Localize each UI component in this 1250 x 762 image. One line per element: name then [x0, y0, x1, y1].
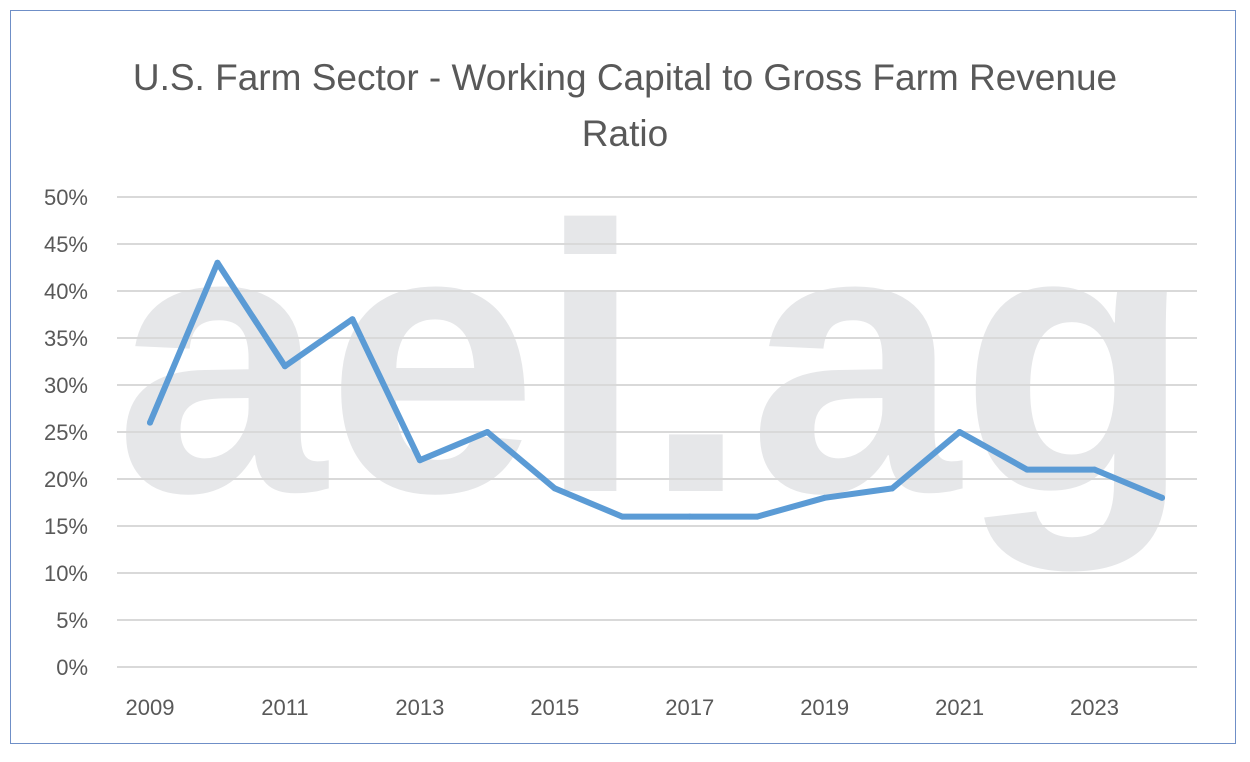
- data-point: [484, 429, 491, 435]
- y-tick-label: 10%: [44, 561, 88, 586]
- data-point: [754, 513, 761, 520]
- y-tick-label: 20%: [44, 467, 88, 492]
- x-tick-label: 2023: [1070, 695, 1119, 720]
- y-tick-label: 40%: [44, 279, 88, 304]
- data-point: [214, 259, 221, 266]
- data-point: [686, 513, 693, 520]
- data-point: [821, 494, 828, 501]
- y-tick-label: 30%: [44, 373, 88, 398]
- data-point: [619, 513, 626, 520]
- data-point: [1091, 466, 1098, 473]
- x-tick-label: 2021: [935, 695, 984, 720]
- chart-title: U.S. Farm Sector - Working Capital to Gr…: [132, 57, 1118, 154]
- data-point: [349, 316, 356, 323]
- chart-frame: [10, 10, 1236, 744]
- series-line: [147, 259, 1165, 520]
- data-point: [1159, 494, 1165, 501]
- x-tick-label: 2013: [395, 695, 444, 720]
- data-point: [1024, 466, 1031, 473]
- x-tick-label: 2019: [800, 695, 849, 720]
- y-tick-label: 45%: [44, 232, 88, 257]
- y-tick-label: 5%: [56, 608, 88, 633]
- y-tick-label: 15%: [44, 514, 88, 539]
- y-tick-label: 0%: [56, 655, 88, 680]
- x-tick-label: 2015: [530, 695, 579, 720]
- data-point: [956, 429, 963, 435]
- y-tick-label: 35%: [44, 326, 88, 351]
- data-point: [147, 419, 153, 426]
- x-tick-label: 2017: [665, 695, 714, 720]
- data-point: [889, 485, 896, 492]
- data-point: [416, 457, 423, 464]
- y-tick-label: 50%: [44, 185, 88, 210]
- y-tick-label: 25%: [44, 420, 88, 445]
- x-tick-label: 2009: [126, 695, 175, 720]
- x-tick-label: 2011: [261, 695, 308, 720]
- data-point: [281, 363, 288, 370]
- data-point: [551, 485, 558, 492]
